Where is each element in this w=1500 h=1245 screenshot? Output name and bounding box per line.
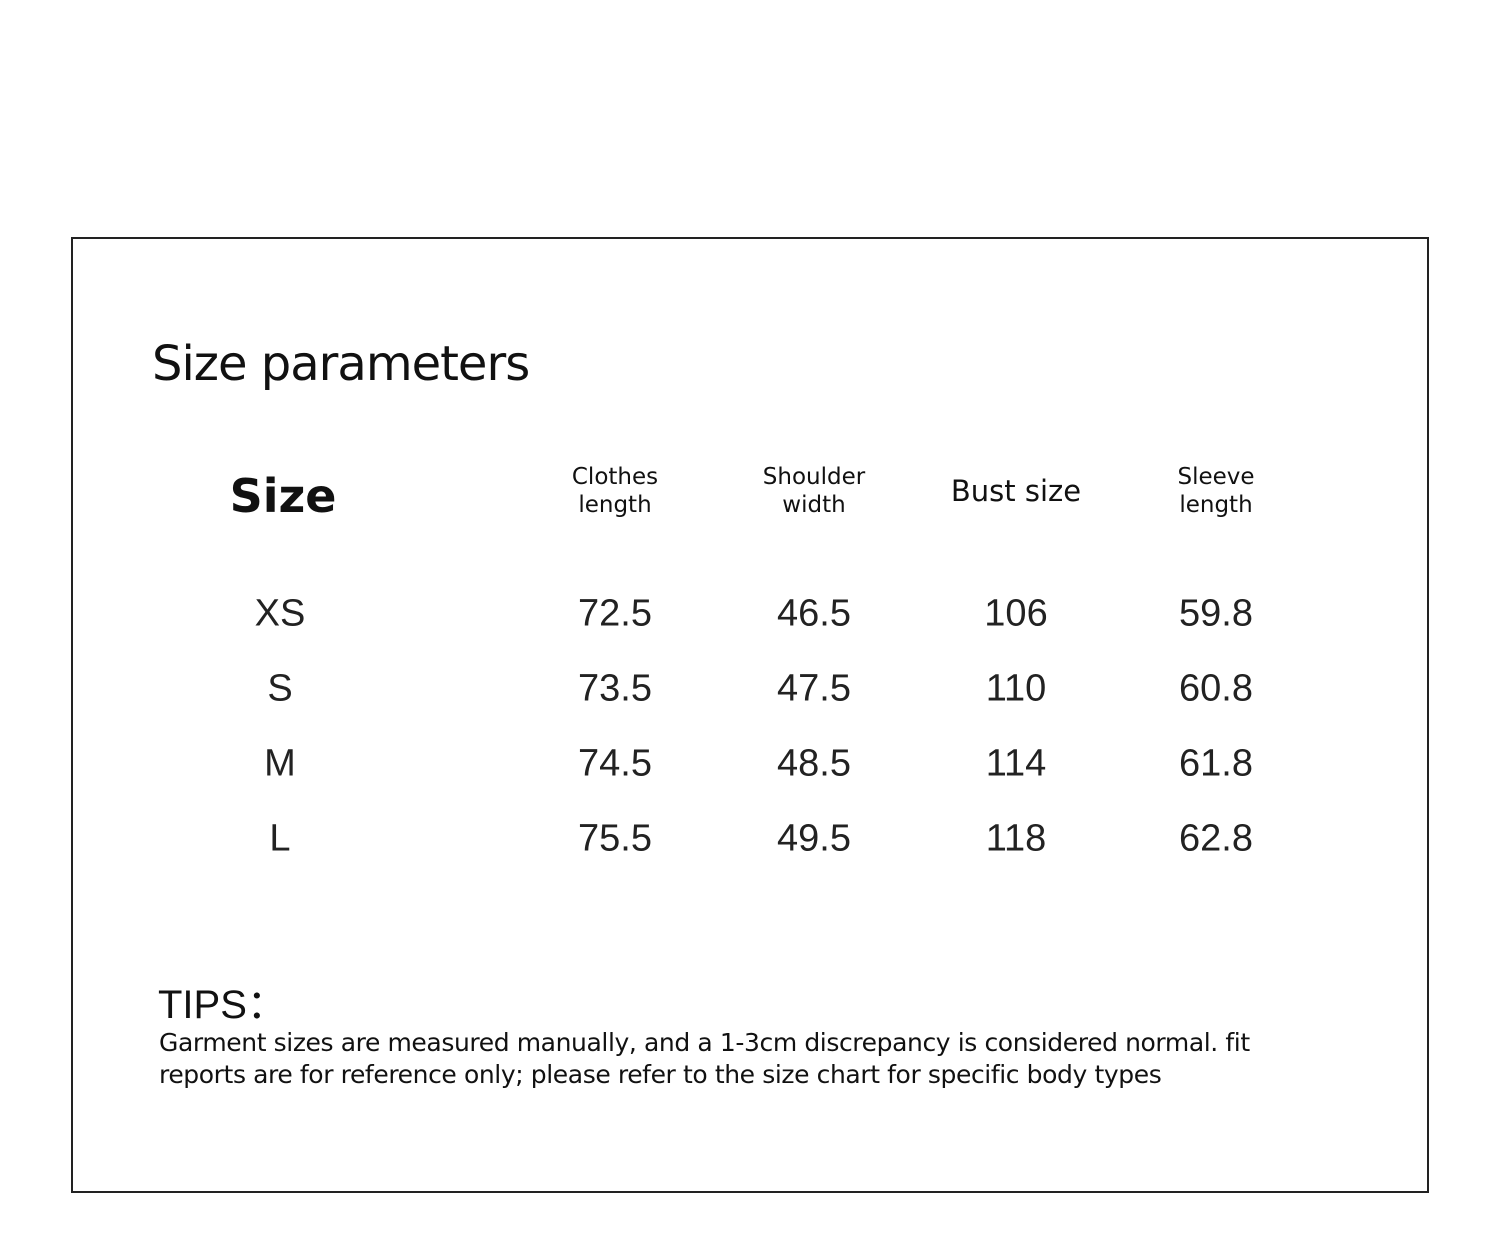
table-cell: 60.8 — [1179, 667, 1253, 710]
table-cell: 72.5 — [578, 592, 652, 635]
table-cell: 47.5 — [777, 667, 851, 710]
tips-text: Garment sizes are measured manually, and… — [159, 1028, 1250, 1089]
title: Size parameters — [152, 336, 530, 392]
table-cell: 106 — [984, 592, 1048, 635]
table-cell: 73.5 — [578, 667, 652, 710]
table-cell: 59.8 — [1179, 592, 1253, 635]
column-header: Sleeve length — [1177, 464, 1255, 518]
table-cell: L — [269, 817, 291, 860]
table-cell: 110 — [985, 667, 1047, 710]
table-cell: 118 — [985, 817, 1047, 860]
column-header: Size — [229, 469, 337, 523]
table-cell: 48.5 — [777, 742, 851, 785]
table-cell: 62.8 — [1179, 817, 1253, 860]
table-cell: S — [267, 667, 293, 710]
table-cell: 75.5 — [578, 817, 652, 860]
table-cell: 46.5 — [777, 592, 851, 635]
column-header: Bust size — [950, 474, 1082, 508]
table-cell: 74.5 — [578, 742, 652, 785]
column-header: Shoulder width — [762, 464, 866, 518]
table-cell: M — [264, 742, 296, 785]
table-cell: XS — [254, 592, 306, 635]
column-header: Clothes length — [571, 464, 659, 518]
table-cell: 61.8 — [1179, 742, 1253, 785]
tips-title: TIPS： — [158, 983, 287, 1027]
table-cell: 114 — [985, 742, 1047, 785]
frame — [71, 237, 1429, 1193]
table-cell: 49.5 — [777, 817, 851, 860]
